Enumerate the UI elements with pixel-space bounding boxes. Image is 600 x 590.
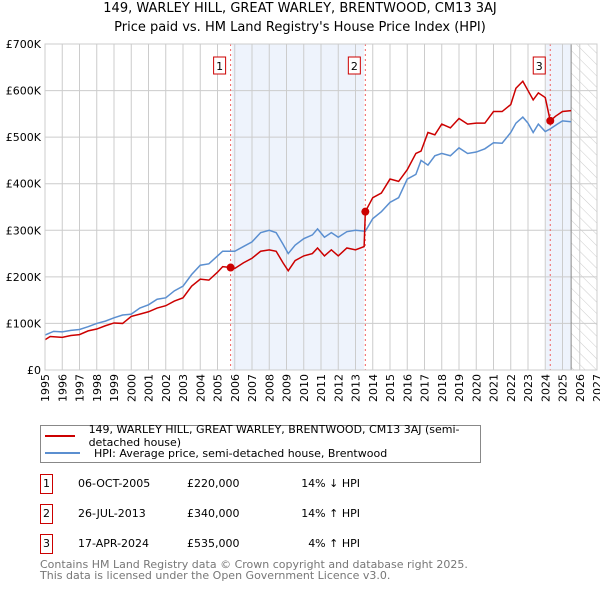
- sale-label-box: [347, 56, 361, 75]
- sale-point: [226, 263, 235, 272]
- x-tick-label: 2020: [470, 374, 483, 402]
- x-tick-label: 2002: [160, 374, 173, 402]
- x-tick-label: 2014: [367, 374, 380, 402]
- x-tick-label: 2023: [522, 374, 535, 402]
- series-line-hpi: [44, 116, 572, 336]
- series-line-property: [44, 80, 572, 341]
- y-tick-label: £500K: [6, 131, 42, 144]
- x-tick-label: 2005: [212, 374, 225, 402]
- sale-label: 1: [216, 60, 223, 73]
- x-tick-label: 2001: [143, 374, 156, 402]
- legend-swatch: [45, 452, 80, 454]
- x-tick-label: 2015: [384, 374, 397, 402]
- y-tick-label: £200K: [6, 271, 42, 284]
- x-tick-label: 2016: [401, 374, 414, 402]
- sale-date: 17-APR-2024: [78, 537, 150, 550]
- x-tick-label: 2021: [488, 374, 501, 402]
- footer-line: This data is licensed under the Open Gov…: [40, 569, 391, 582]
- y-tick-label: £700K: [6, 38, 42, 51]
- price-chart: 1995 1996 1997 1998 1999 2000 2001 2002 2003 2004…: [6, 38, 600, 402]
- sale-number: 3: [40, 534, 53, 554]
- sale-date: 06-OCT-2005: [78, 477, 151, 490]
- sale-hpi-diff: 14% ↓ HPI: [301, 477, 360, 490]
- x-tick-label: 1998: [91, 374, 104, 402]
- forecast-hatch: [571, 44, 597, 370]
- x-tick-label: 1997: [74, 374, 87, 402]
- footer-line: Contains HM Land Registry data © Crown c…: [40, 558, 468, 571]
- sale-label-box: [532, 56, 546, 75]
- x-tick-label: 2009: [281, 374, 294, 402]
- sale-price: £340,000: [187, 507, 240, 520]
- x-tick-label: 2000: [125, 374, 138, 402]
- sale-point: [361, 207, 370, 216]
- x-tick-label: 1999: [108, 374, 121, 402]
- legend-item-property: 149, WARLEY HILL, GREAT WARLEY, BRENTWOO…: [41, 423, 480, 449]
- legend-label: 149, WARLEY HILL, GREAT WARLEY, BRENTWOO…: [88, 423, 460, 449]
- shaded-range: [232, 44, 365, 370]
- x-tick-label: 2006: [229, 374, 242, 402]
- legend: 149, WARLEY HILL, GREAT WARLEY, BRENTWOO…: [40, 423, 481, 463]
- sale-price: £535,000: [187, 537, 240, 550]
- plot-frame: [44, 43, 598, 371]
- x-tick-label: 2024: [539, 374, 552, 402]
- x-tick-label: 2003: [177, 374, 190, 402]
- x-tick-label: 2008: [263, 374, 276, 402]
- x-tick-label: 2012: [332, 374, 345, 402]
- x-tick-label: 2026: [574, 374, 587, 402]
- x-tick-label: 2007: [246, 374, 259, 402]
- x-tick-label: 2011: [315, 374, 328, 402]
- sale-label-box: [213, 56, 227, 75]
- x-tick-label: 2027: [591, 374, 600, 402]
- sale-number: 1: [40, 474, 53, 494]
- y-tick-label: £400K: [6, 178, 42, 191]
- x-tick-label: 2013: [350, 374, 363, 402]
- x-tick-label: 1995: [39, 374, 52, 402]
- legend-swatch: [45, 435, 75, 437]
- x-tick-label: 2022: [505, 374, 518, 402]
- x-tick-label: 2019: [453, 374, 466, 402]
- chart-title: 149, WARLEY HILL, GREAT WARLEY, BRENTWOO…: [103, 1, 497, 16]
- sale-date: 26-JUL-2013: [78, 507, 146, 520]
- sale-hpi-diff: 4% ↑ HPI: [308, 537, 360, 550]
- y-tick-label: £100K: [6, 317, 42, 330]
- x-tick-label: 2017: [419, 374, 432, 402]
- sale-point: [546, 116, 555, 125]
- x-tick-label: 2018: [436, 374, 449, 402]
- legend-label: HPI: Average price, semi-detached house,…: [94, 446, 388, 460]
- sale-number: 2: [40, 504, 53, 524]
- x-tick-label: 1996: [56, 374, 69, 402]
- sale-hpi-diff: 14% ↑ HPI: [301, 507, 360, 520]
- x-tick-label: 2004: [194, 374, 207, 402]
- chart-subtitle: Price paid vs. HM Land Registry's House …: [114, 20, 486, 35]
- x-tick-label: 2010: [298, 374, 311, 402]
- footer: Contains HM Land Registry data © Crown c…: [40, 559, 468, 581]
- legend-item-hpi: HPI: Average price, semi-detached house,…: [41, 445, 387, 461]
- sale-price: £220,000: [187, 477, 240, 490]
- y-tick-label: £300K: [6, 224, 42, 237]
- shaded-range: [546, 44, 572, 370]
- x-tick-label: 2025: [557, 374, 570, 402]
- y-tick-label: £0: [27, 364, 41, 377]
- sale-label: 2: [351, 60, 358, 73]
- sale-label: 3: [536, 60, 543, 73]
- y-tick-label: £600K: [6, 85, 42, 98]
